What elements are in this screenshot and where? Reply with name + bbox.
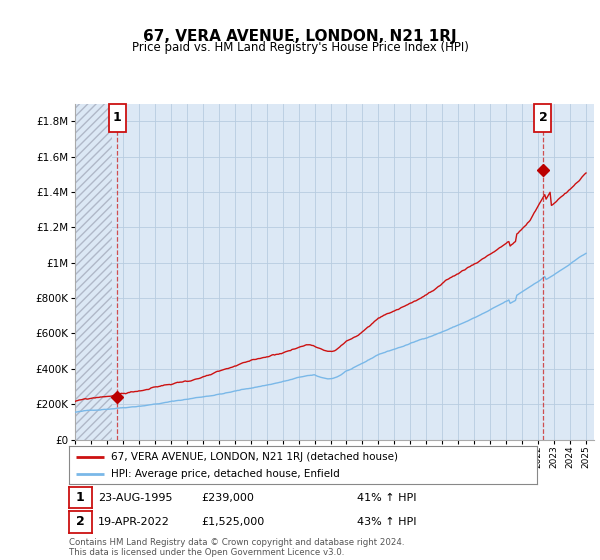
Text: 67, VERA AVENUE, LONDON, N21 1RJ (detached house): 67, VERA AVENUE, LONDON, N21 1RJ (detach… (111, 451, 398, 461)
Text: 2: 2 (539, 111, 547, 124)
Text: £1,525,000: £1,525,000 (201, 517, 264, 527)
Text: 67, VERA AVENUE, LONDON, N21 1RJ: 67, VERA AVENUE, LONDON, N21 1RJ (143, 29, 457, 44)
Text: 41% ↑ HPI: 41% ↑ HPI (357, 493, 416, 503)
FancyBboxPatch shape (109, 104, 126, 132)
Text: 1: 1 (76, 491, 85, 505)
Text: 19-APR-2022: 19-APR-2022 (98, 517, 170, 527)
Text: Contains HM Land Registry data © Crown copyright and database right 2024.
This d: Contains HM Land Registry data © Crown c… (69, 538, 404, 557)
Text: 1: 1 (113, 111, 122, 124)
Text: 23-AUG-1995: 23-AUG-1995 (98, 493, 172, 503)
Text: HPI: Average price, detached house, Enfield: HPI: Average price, detached house, Enfi… (111, 469, 340, 479)
Text: 2: 2 (76, 515, 85, 529)
FancyBboxPatch shape (535, 104, 551, 132)
Text: 43% ↑ HPI: 43% ↑ HPI (357, 517, 416, 527)
Text: Price paid vs. HM Land Registry's House Price Index (HPI): Price paid vs. HM Land Registry's House … (131, 41, 469, 54)
Text: £239,000: £239,000 (201, 493, 254, 503)
